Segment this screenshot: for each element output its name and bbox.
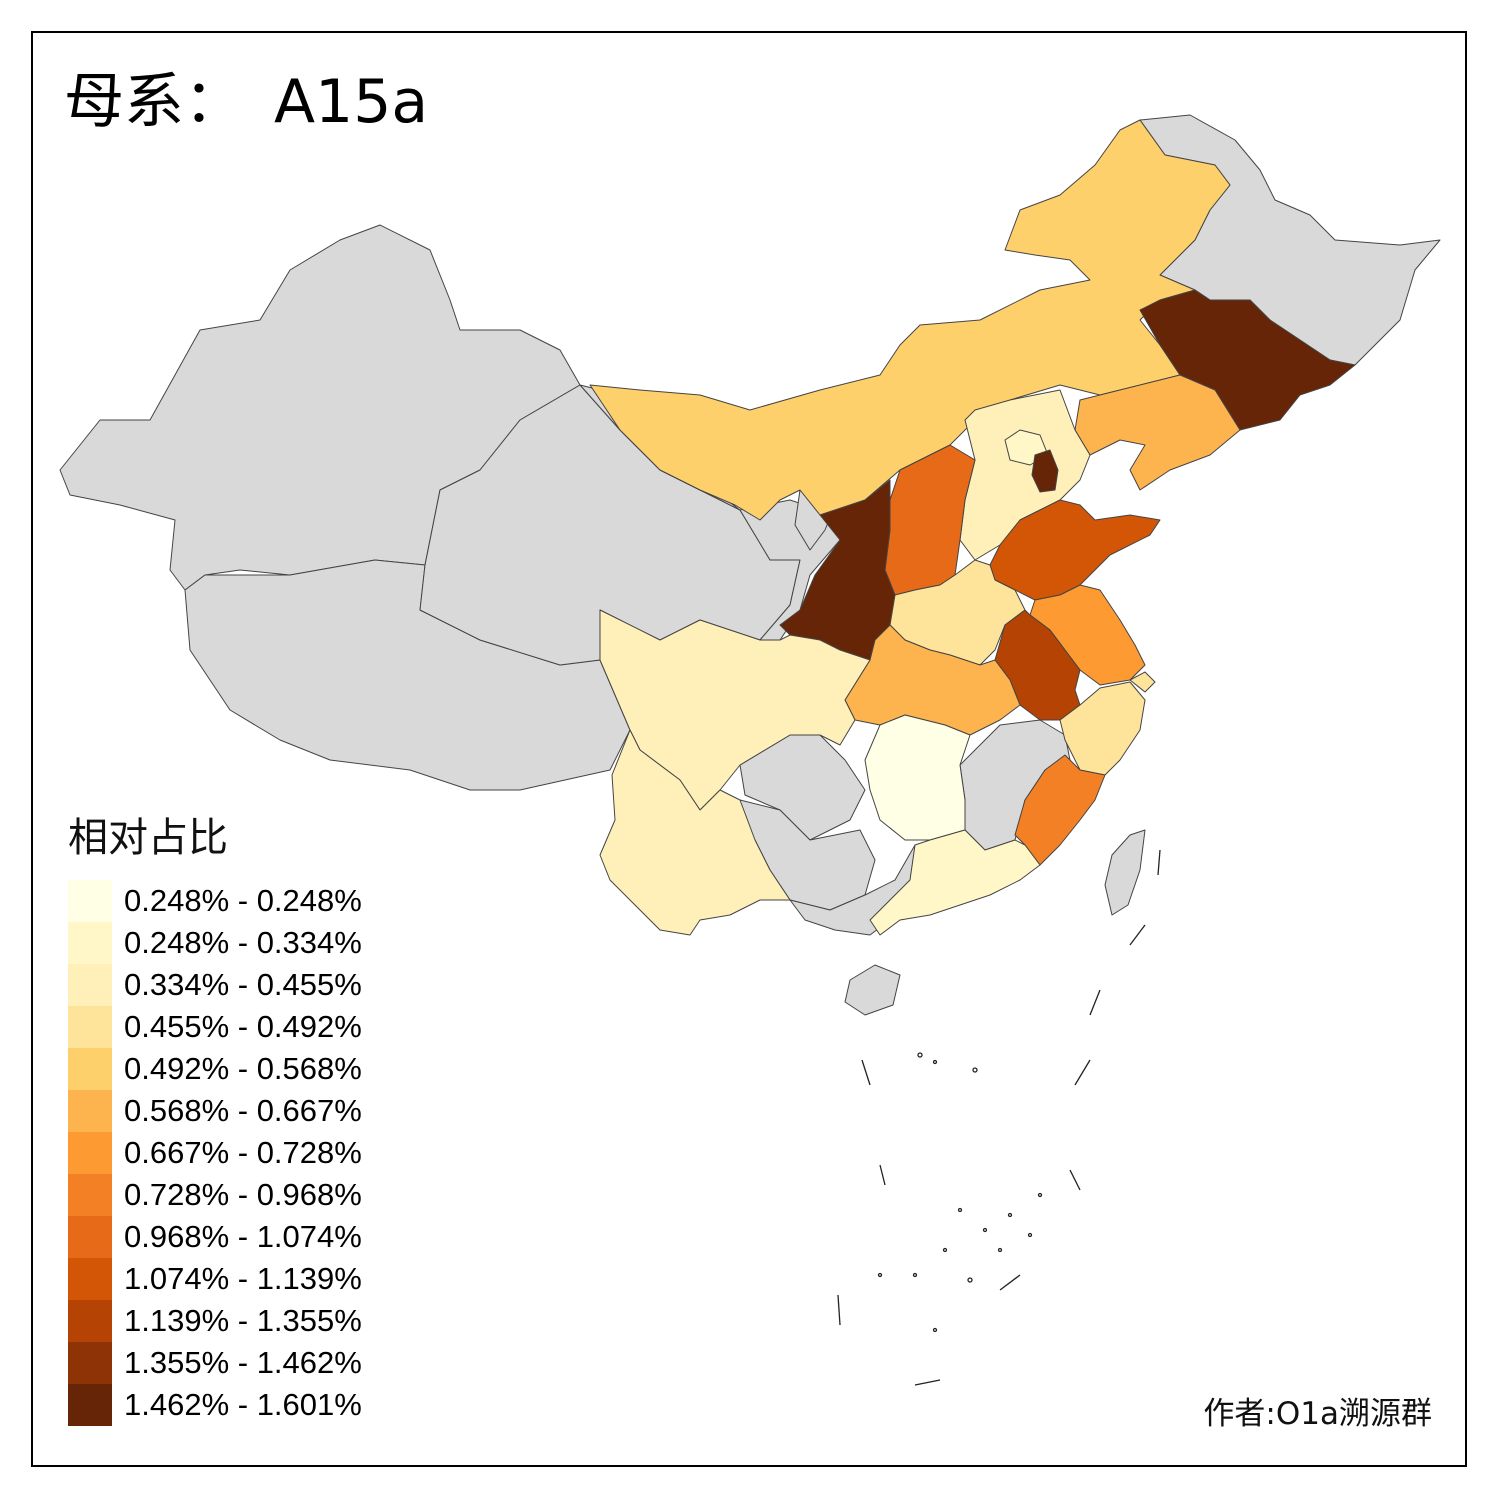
region-shanghai[interactable] — [1129, 671, 1156, 693]
legend: 相对占比 0.248% - 0.248% 0.248% - 0.334% 0.334… — [68, 818, 362, 1426]
region-hunan[interactable] — [864, 714, 971, 841]
author-credit: 作者:O1a溯源群 — [1203, 1396, 1432, 1432]
legend-swatch — [68, 964, 112, 1006]
legend-range-label: 0.568% - 0.667% — [124, 1093, 362, 1128]
legend-range-label: 0.248% - 0.248% — [124, 883, 362, 918]
legend-range-label: 0.728% - 0.968% — [124, 1177, 362, 1212]
legend-title: 相对占比 — [68, 815, 228, 861]
region-fujian[interactable] — [1014, 754, 1106, 866]
map-title: 母系： A15a — [64, 72, 428, 132]
legend-swatch — [68, 880, 112, 922]
legend-item: 0.667% - 0.728% — [68, 1132, 362, 1174]
title-haplogroup: A15a — [274, 67, 429, 137]
title-label: 母系： — [64, 67, 244, 137]
legend-item: 0.248% - 0.334% — [68, 922, 362, 964]
legend-item: 0.334% - 0.455% — [68, 964, 362, 1006]
legend-swatch — [68, 922, 112, 964]
legend-range-label: 0.667% - 0.728% — [124, 1135, 362, 1170]
legend-item: 1.074% - 1.139% — [68, 1258, 362, 1300]
legend-range-label: 0.334% - 0.455% — [124, 967, 362, 1002]
region-liaoning[interactable] — [1074, 374, 1241, 491]
legend-swatch — [68, 1174, 112, 1216]
legend-swatch — [68, 1216, 112, 1258]
region-tianjin[interactable] — [1031, 449, 1059, 493]
legend-swatch — [68, 1258, 112, 1300]
region-guangdong[interactable] — [869, 829, 1041, 936]
region-hubei[interactable] — [844, 624, 1021, 736]
legend-item: 0.455% - 0.492% — [68, 1006, 362, 1048]
legend-item: 0.248% - 0.248% — [68, 880, 362, 922]
region-hainan[interactable] — [844, 964, 901, 1016]
legend-swatch — [68, 1342, 112, 1384]
region-yunnan[interactable] — [599, 729, 791, 936]
region-zhejiang[interactable] — [1059, 681, 1146, 776]
legend-item: 1.462% - 1.601% — [68, 1384, 362, 1426]
legend-swatch — [68, 1300, 112, 1342]
region-taiwan[interactable] — [1104, 829, 1146, 916]
legend-range-label: 0.455% - 0.492% — [124, 1009, 362, 1044]
legend-swatch — [68, 1132, 112, 1174]
map-frame — [31, 31, 1467, 1467]
legend-range-label: 1.355% - 1.462% — [124, 1345, 362, 1380]
legend-range-label: 0.248% - 0.334% — [124, 925, 362, 960]
legend-item: 1.139% - 1.355% — [68, 1300, 362, 1342]
legend-swatch — [68, 1006, 112, 1048]
south-sea-islands — [837, 849, 1161, 1386]
legend-item: 0.568% - 0.667% — [68, 1090, 362, 1132]
legend-swatch — [68, 1090, 112, 1132]
legend-item: 0.492% - 0.568% — [68, 1048, 362, 1090]
legend-item: 0.728% - 0.968% — [68, 1174, 362, 1216]
legend-swatch — [68, 1384, 112, 1426]
legend-range-label: 1.074% - 1.139% — [124, 1261, 362, 1296]
legend-item: 1.355% - 1.462% — [68, 1342, 362, 1384]
legend-range-label: 0.492% - 0.568% — [124, 1051, 362, 1086]
legend-rows: 0.248% - 0.248% 0.248% - 0.334% 0.334% - 0… — [68, 880, 362, 1426]
legend-swatch — [68, 1048, 112, 1090]
legend-item: 0.968% - 1.074% — [68, 1216, 362, 1258]
legend-range-label: 1.462% - 1.601% — [124, 1387, 362, 1422]
legend-range-label: 1.139% - 1.355% — [124, 1303, 362, 1338]
region-inner-mongolia[interactable] — [589, 119, 1231, 521]
legend-range-label: 0.968% - 1.074% — [124, 1219, 362, 1254]
